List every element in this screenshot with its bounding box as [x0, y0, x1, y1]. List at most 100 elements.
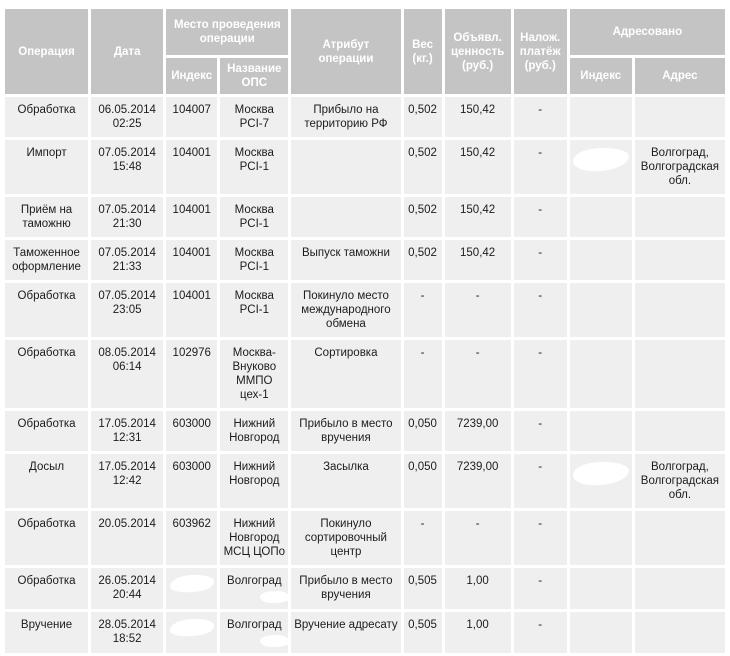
date-value: 07.05.2014 — [98, 147, 156, 159]
cell-address — [634, 197, 725, 237]
time-value: 02:25 — [112, 118, 142, 130]
cell-operation: Обработка — [5, 511, 89, 565]
place-name-value: Москва PCI-1 — [234, 204, 274, 230]
cell-weight: 0,050 — [403, 454, 442, 508]
header-row-sub: Индекс Название ОПС Индекс Адрес — [5, 58, 725, 94]
cell-place-index: 104001 — [166, 283, 218, 337]
cell-declared-value: - — [444, 340, 511, 408]
redaction-blob — [260, 591, 291, 603]
place-index-value: 603962 — [172, 518, 211, 530]
date-value: 07.05.2014 — [98, 290, 156, 302]
date-value: 20.05.2014 — [98, 518, 156, 530]
place-index-value: 104001 — [172, 290, 211, 302]
cell-operation: Вручение — [5, 612, 89, 653]
table-header: Операция Дата Место проведения операции … — [5, 9, 725, 94]
cell-place-name: Москва PCI-7 — [220, 97, 289, 137]
place-name-value: Москва PCI-1 — [234, 290, 274, 316]
cell-declared-value: 150,42 — [444, 197, 511, 237]
table-body: Обработка 06.05.2014 02:25 104007 Москва… — [5, 97, 725, 653]
place-index-value: 104007 — [172, 104, 211, 116]
cell-date: 07.05.2014 21:30 — [91, 197, 164, 237]
time-value: 21:30 — [112, 218, 142, 230]
cell-weight: 0,050 — [403, 411, 442, 451]
cell-addr-index — [569, 140, 632, 194]
cell-declared-value: - — [444, 511, 511, 565]
cell-operation: Обработка — [5, 411, 89, 451]
cell-addr-index — [569, 283, 632, 337]
cell-place-name: Москва PCI-1 — [220, 283, 289, 337]
cell-place-index: 104001 — [166, 197, 218, 237]
cell-cod: - — [513, 511, 567, 565]
cell-attribute: Сортировка — [291, 340, 401, 408]
col-header-declared-value: Объявл. ценность (руб.) — [444, 9, 511, 94]
place-name-value: Нижний Новгород — [229, 418, 280, 444]
cell-address — [634, 283, 725, 337]
cell-weight: - — [403, 340, 442, 408]
date-value: 17.05.2014 — [98, 461, 156, 473]
cell-address — [634, 612, 725, 653]
table-row: Импорт 07.05.2014 15:48 104001 Москва PC… — [5, 140, 725, 194]
cell-date: 17.05.2014 12:31 — [91, 411, 164, 451]
cell-date: 08.05.2014 06:14 — [91, 340, 164, 408]
cell-attribute: Прибыло на территорию РФ — [291, 97, 401, 137]
header-row-top: Операция Дата Место проведения операции … — [5, 9, 725, 94]
cell-place-index: 603962 — [166, 511, 218, 565]
col-header-date: Дата — [91, 9, 164, 94]
cell-addr-index — [569, 340, 632, 408]
cell-weight: - — [403, 511, 442, 565]
col-header-place-group: Место проведения операции — [166, 9, 289, 55]
cell-date: 26.05.2014 20:44 — [91, 568, 164, 609]
cell-place-name: Москва PCI-1 — [220, 197, 289, 237]
place-name-value: Москва PCI-7 — [234, 104, 274, 130]
cell-operation: Обработка — [5, 97, 89, 137]
cell-place-index — [166, 612, 218, 653]
redaction-blob — [572, 460, 630, 487]
place-name-value: Волгоград — [227, 619, 282, 631]
cell-declared-value: 7239,00 — [444, 411, 511, 451]
cell-date: 20.05.2014 — [91, 511, 164, 565]
cell-weight: - — [403, 283, 442, 337]
cell-weight: 0,502 — [403, 240, 442, 280]
cell-weight: 0,505 — [403, 612, 442, 653]
cell-operation: Досыл — [5, 454, 89, 508]
cell-date: 07.05.2014 15:48 — [91, 140, 164, 194]
cell-addr-index — [569, 612, 632, 653]
cell-cod: - — [513, 283, 567, 337]
cell-weight: 0,502 — [403, 197, 442, 237]
cell-cod: - — [513, 140, 567, 194]
cell-place-name: Нижний Новгород МСЦ ЦОПо — [220, 511, 289, 565]
col-header-addressed-group: Адресовано — [569, 9, 725, 55]
time-value: 12:31 — [112, 432, 142, 444]
cell-declared-value: - — [444, 283, 511, 337]
col-header-place-index: Индекс — [166, 58, 218, 94]
cell-cod: - — [513, 411, 567, 451]
place-index-value: 603000 — [172, 461, 211, 473]
date-value: 07.05.2014 — [98, 204, 156, 216]
time-value: 20:44 — [112, 589, 142, 601]
cell-cod: - — [513, 97, 567, 137]
time-value: 06:14 — [112, 361, 142, 373]
cell-weight: 0,502 — [403, 140, 442, 194]
cell-operation: Обработка — [5, 340, 89, 408]
cell-place-name: Волгоград — [220, 568, 291, 609]
table-row: Обработка 17.05.2014 12:31 603000 Нижний… — [5, 411, 725, 451]
cell-place-name: Нижний Новгород — [220, 454, 289, 508]
cell-cod: - — [513, 612, 567, 653]
cell-place-index: 104001 — [166, 240, 218, 280]
place-name-value: Нижний Новгород — [229, 461, 280, 487]
cell-address: Волгоград, Волгоградская обл. — [634, 454, 725, 508]
place-index-value: 102976 — [172, 347, 211, 359]
time-value: 21:33 — [112, 261, 142, 273]
place-index-value: 104001 — [172, 204, 211, 216]
cell-addr-index — [569, 411, 632, 451]
cell-cod: - — [513, 568, 567, 609]
cell-place-name: Москва-Внуково ММПО цех-1 — [220, 340, 289, 408]
cell-addr-index — [569, 511, 632, 565]
col-header-cod: Налож. платёж (руб.) — [513, 9, 567, 94]
place-name-value: Нижний Новгород МСЦ ЦОПо — [223, 518, 286, 558]
col-header-operation: Операция — [5, 9, 89, 94]
cell-address — [634, 340, 725, 408]
cell-addr-index — [569, 568, 632, 609]
cell-address — [634, 568, 725, 609]
cell-declared-value: 150,42 — [444, 240, 511, 280]
